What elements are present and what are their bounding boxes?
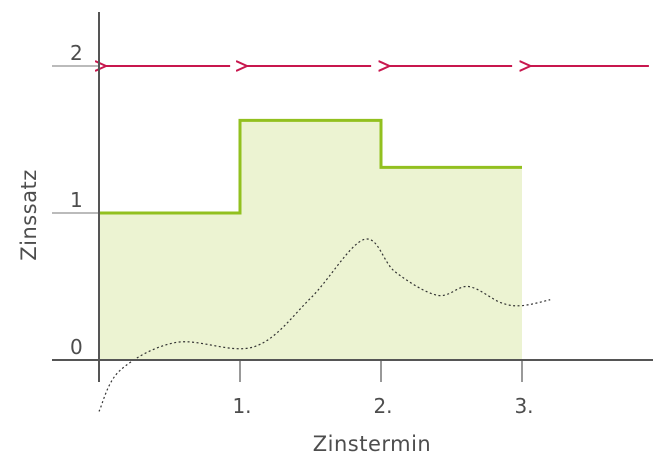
y-tick-label: 2 xyxy=(70,41,83,65)
tick-labels: 0 1 2 1. 2. 3. xyxy=(70,41,534,418)
y-tick-label: 1 xyxy=(70,188,83,212)
x-axis-title: Zinstermin xyxy=(313,432,432,456)
y-tick-label: 0 xyxy=(70,335,83,359)
series-layer xyxy=(98,118,551,412)
market-rate-curve xyxy=(98,238,551,412)
area-layer xyxy=(99,120,522,360)
x-tick-label: 3. xyxy=(514,394,533,418)
x-tick-label: 2. xyxy=(373,394,392,418)
y-axis-title: Zinssatz xyxy=(17,169,41,261)
axes xyxy=(52,12,653,382)
step-area-fill xyxy=(99,120,522,360)
step-rate-line xyxy=(99,118,522,215)
x-tick-label: 1. xyxy=(232,394,251,418)
